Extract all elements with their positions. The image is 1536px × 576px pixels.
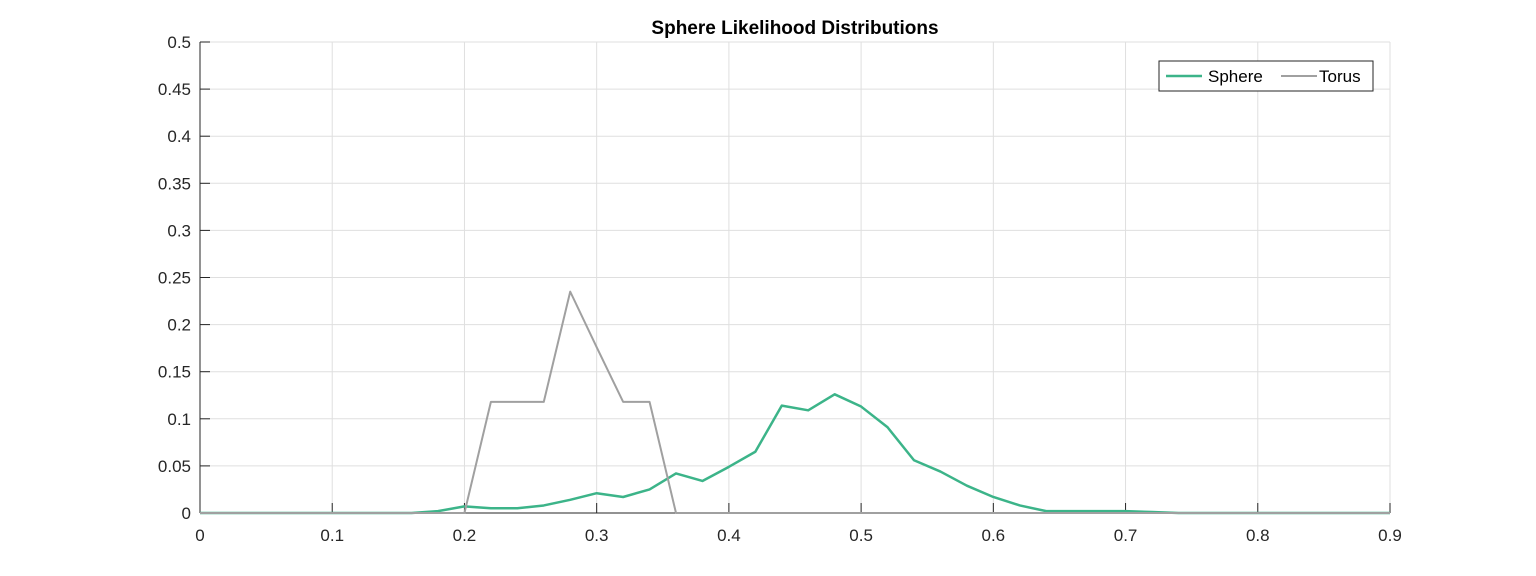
y-tick-label: 0.2 [167, 316, 191, 335]
x-tick-label: 0.1 [320, 526, 344, 545]
legend: Sphere Torus [1158, 60, 1374, 92]
grid [199, 41, 1391, 514]
series-line-torus [200, 290, 1390, 514]
x-tick-label: 0.2 [453, 526, 477, 545]
x-tick-label: 0.4 [717, 526, 741, 545]
y-tick-label: 0.3 [167, 221, 191, 240]
x-tick-label: 0.3 [585, 526, 609, 545]
y-tick-label: 0.4 [167, 127, 191, 146]
y-tick-label: 0.25 [158, 269, 191, 288]
x-tick-label: 0.6 [982, 526, 1006, 545]
y-tick-label: 0.35 [158, 174, 191, 193]
x-tick-label: 0.7 [1114, 526, 1138, 545]
chart-title: Sphere Likelihood Distributions [651, 18, 938, 39]
y-tick-label: 0.05 [158, 457, 191, 476]
legend-label-torus: Torus [1319, 67, 1361, 86]
x-tick-label: 0.8 [1246, 526, 1270, 545]
x-tick-label: 0.5 [849, 526, 873, 545]
x-tick-label: 0 [195, 526, 204, 545]
y-tick-label: 0.15 [158, 363, 191, 382]
legend-label-sphere: Sphere [1208, 67, 1263, 86]
y-tick-label: 0 [182, 504, 191, 523]
y-tick-label: 0.45 [158, 80, 191, 99]
y-tick-label: 0.5 [167, 33, 191, 52]
y-tick-label: 0.1 [167, 410, 191, 429]
x-tick-label: 0.9 [1378, 526, 1402, 545]
series-lines [200, 290, 1390, 515]
